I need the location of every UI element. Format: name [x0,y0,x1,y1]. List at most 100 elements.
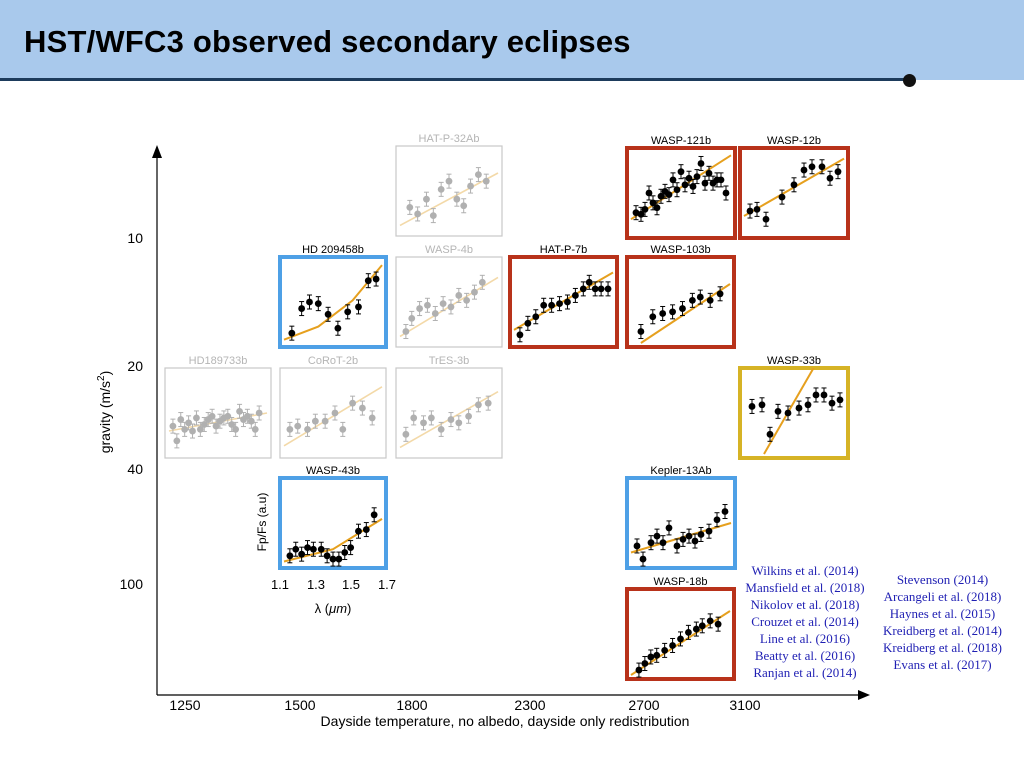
data-point [713,516,721,524]
data-point [790,181,798,189]
reference-entry: Beatty et al. (2016) [754,648,856,663]
data-point [774,407,782,415]
data-point [705,527,713,535]
data-point [677,168,685,176]
data-point [556,300,563,308]
data-point [673,186,681,194]
panel-title: WASP-18b [653,576,707,588]
data-point [540,301,548,309]
data-point [185,419,193,427]
panel-title: WASP-103b [650,244,710,256]
panel-frame [738,366,850,460]
data-point [408,315,416,322]
data-point [347,544,355,551]
data-point [717,176,725,184]
data-point [482,177,490,185]
panel-wasp-12b: WASP-12b [738,135,850,240]
data-point [604,285,612,293]
panel-title: WASP-4b [425,244,473,256]
data-point [455,292,463,299]
data-point [685,174,693,182]
data-point [484,399,492,407]
data-point [524,319,532,327]
data-point [597,285,605,293]
data-point [697,531,705,538]
y-axis-arrow [152,145,162,158]
data-point [460,202,468,210]
panel-plot-area [168,403,268,449]
panel-plot-area [283,507,383,567]
x-tick-label: 3100 [729,697,760,713]
y-axis-label-text: gravity (m/s [97,381,113,453]
panel-wasp-33b: WASP-33b [738,355,850,460]
y-tick-label: 40 [127,461,143,477]
data-point [475,401,482,409]
data-point [633,542,641,550]
panel-frame [395,145,503,237]
data-point [247,417,255,425]
data-point [706,296,714,304]
data-point [826,174,834,182]
data-point [372,275,380,283]
data-point [635,666,643,674]
data-point [445,177,453,185]
reference-entry: Ranjan et al. (2014) [753,665,857,680]
panel-wasp-103b: WASP-103b [625,244,736,349]
fit-line [640,283,731,344]
data-point [364,277,372,285]
data-point [669,308,676,316]
data-point [334,324,342,332]
y-tick-label: 10 [127,230,143,246]
data-point [310,545,317,553]
data-point [465,412,472,420]
data-point [653,532,661,540]
data-point [314,300,322,308]
panel-title: WASP-43b [306,465,360,477]
data-point [453,195,461,203]
data-point [762,215,770,223]
data-point [659,539,667,547]
panel-wasp-4b: WASP-4b [395,244,503,348]
data-point [706,617,714,625]
y-axis-label-superscript: 2 [96,375,107,381]
data-point [641,206,649,213]
reference-entry: Line et al. (2016) [759,631,851,646]
data-point [673,542,681,550]
reference-entry: Haynes et al. (2015) [889,606,996,621]
data-point [344,308,352,316]
panel-plot-area [748,368,844,455]
reference-entry: Kreidberg et al. (2014) [883,623,1002,638]
data-point [208,412,216,420]
data-point [716,290,724,298]
reference-entry: Kreidberg et al. (2018) [883,640,1002,655]
panel-plot-area [630,504,732,567]
data-point [169,422,177,430]
panel-title: HAT-P-32Ab [419,133,480,145]
data-point [696,293,704,301]
reference-entry: Crouzet et al. (2014) [751,614,859,629]
data-point [641,660,649,667]
y-axis-label-close: ) [97,371,113,376]
data-point [784,409,792,417]
data-point [812,391,820,399]
data-point [437,185,445,193]
panel-frame [395,256,503,348]
data-point [698,622,706,630]
data-point [661,647,669,654]
data-point [748,403,756,410]
data-point [804,401,812,409]
data-point [685,532,693,540]
data-point [722,189,730,197]
data-point [679,305,686,312]
data-point [324,310,332,318]
reference-entry: Arcangeli et al. (2018) [883,589,1002,604]
data-point [669,176,677,184]
data-point [420,419,427,427]
panel-kepler-13ab: Kepler-13Ab [625,465,737,570]
x-tick-label: 1500 [284,697,315,713]
panel-plot-area [399,167,499,227]
panel-plot-area [630,610,731,678]
reference-entry: Mansfield et al. (2018) [745,580,865,595]
panel-hat-p-7b: HAT-P-7b [508,244,619,349]
data-point [471,288,478,296]
